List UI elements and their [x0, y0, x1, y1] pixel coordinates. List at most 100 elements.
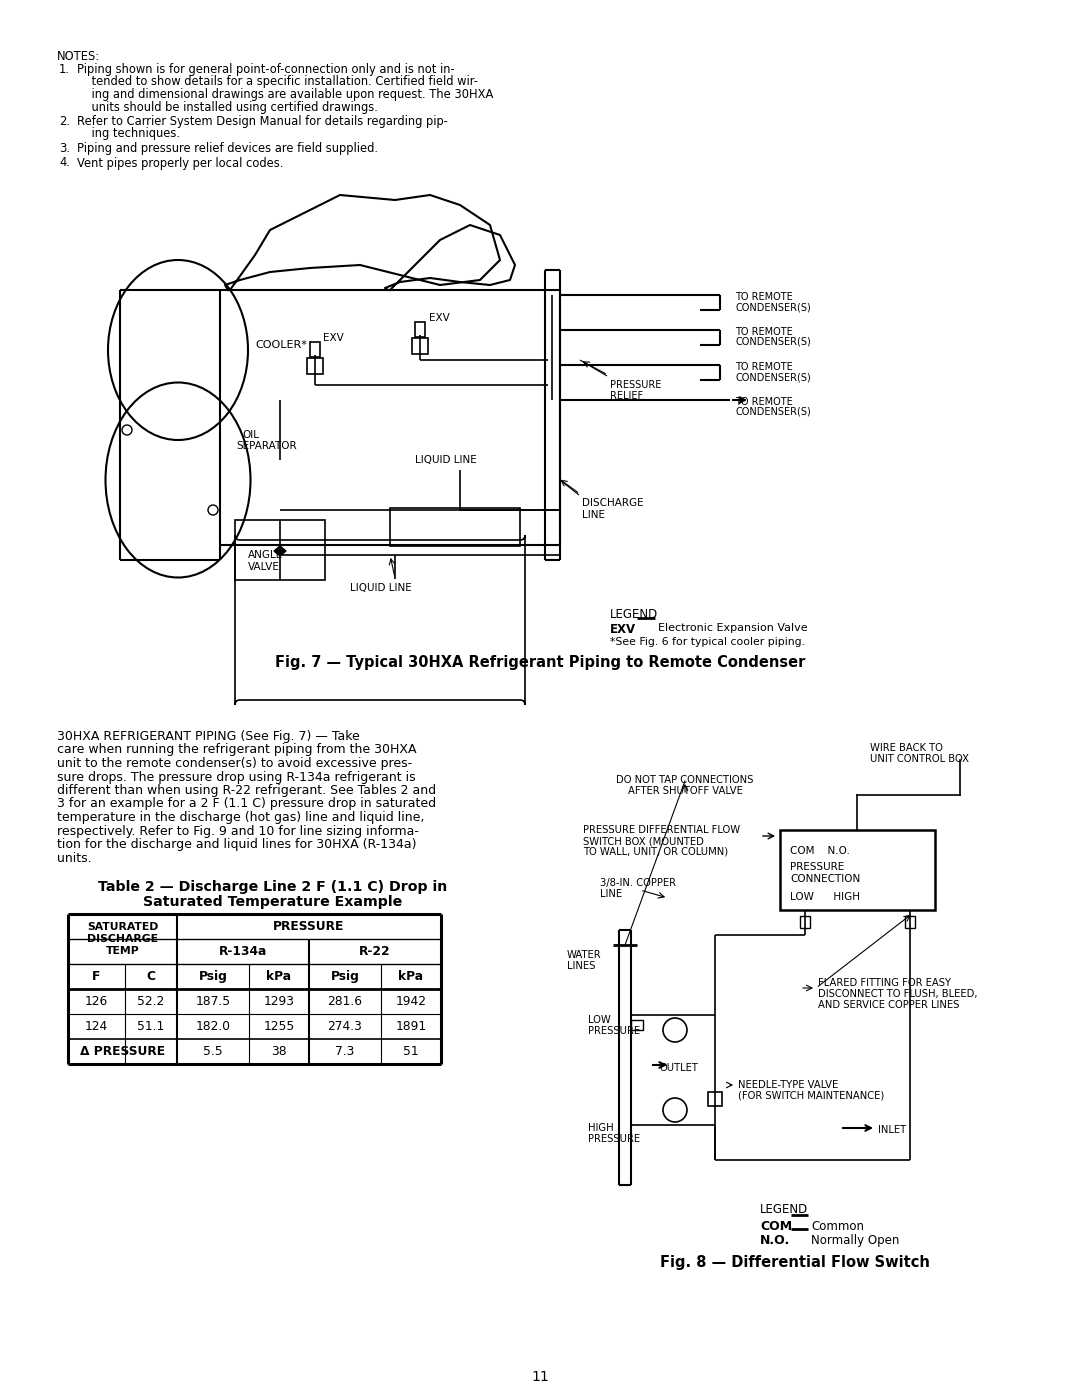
Text: 7.3: 7.3	[335, 1045, 354, 1058]
Text: Vent pipes properly per local codes.: Vent pipes properly per local codes.	[77, 156, 283, 169]
Bar	[411, 338, 428, 353]
Text: DO NOT TAP CONNECTIONS: DO NOT TAP CONNECTIONS	[617, 775, 754, 785]
Text: temperature in the discharge (hot gas) line and liquid line,: temperature in the discharge (hot gas) l…	[57, 812, 424, 824]
Text: 2.: 2.	[59, 115, 70, 129]
Bar	[905, 916, 915, 928]
Text: INLET: INLET	[878, 1125, 906, 1134]
Text: PRESSURE: PRESSURE	[273, 921, 345, 933]
Text: LINES: LINES	[567, 961, 595, 971]
Text: Common: Common	[811, 1220, 864, 1234]
Text: LINE: LINE	[600, 888, 622, 900]
Text: tion for the discharge and liquid lines for 30HXA (R-134a): tion for the discharge and liquid lines …	[57, 838, 417, 851]
Text: 1942: 1942	[395, 995, 427, 1009]
Text: LIQUID LINE: LIQUID LINE	[415, 455, 476, 465]
Text: PRESSURE: PRESSURE	[610, 380, 661, 390]
Text: LOW      HIGH: LOW HIGH	[789, 893, 860, 902]
Text: CONDENSER(S): CONDENSER(S)	[735, 407, 811, 416]
Text: Electronic Expansion Valve: Electronic Expansion Valve	[658, 623, 808, 633]
Text: PRESSURE DIFFERENTIAL FLOW: PRESSURE DIFFERENTIAL FLOW	[583, 826, 740, 835]
Text: Normally Open: Normally Open	[811, 1234, 900, 1248]
Text: FLARED FITTING FOR EASY: FLARED FITTING FOR EASY	[818, 978, 951, 988]
Text: NEEDLE-TYPE VALVE: NEEDLE-TYPE VALVE	[738, 1080, 838, 1090]
Text: LEGEND: LEGEND	[610, 608, 658, 622]
Text: TO REMOTE: TO REMOTE	[735, 397, 793, 407]
Text: PRESSURE: PRESSURE	[789, 862, 845, 872]
Text: 1293: 1293	[264, 995, 295, 1009]
Bar	[780, 830, 935, 909]
Text: 30HXA REFRIGERANT PIPING (See Fig. 7) — Take: 30HXA REFRIGERANT PIPING (See Fig. 7) — …	[57, 731, 360, 743]
Text: 51: 51	[403, 1045, 419, 1058]
Text: SWITCH BOX (MOUNTED: SWITCH BOX (MOUNTED	[583, 835, 704, 847]
Text: 52.2: 52.2	[137, 995, 164, 1009]
Text: Refer to Carrier System Design Manual for details regarding pip-: Refer to Carrier System Design Manual fo…	[77, 115, 448, 129]
Text: 274.3: 274.3	[327, 1020, 363, 1032]
Text: DISCHARGE: DISCHARGE	[582, 497, 644, 509]
Text: 1255: 1255	[264, 1020, 295, 1032]
Text: Δ PRESSURE: Δ PRESSURE	[80, 1045, 165, 1058]
Text: 3.: 3.	[59, 142, 70, 155]
Text: ing techniques.: ing techniques.	[77, 127, 180, 141]
Text: LOW: LOW	[588, 1016, 611, 1025]
Text: TO REMOTE: TO REMOTE	[735, 362, 793, 372]
Text: 4.: 4.	[59, 156, 70, 169]
Bar	[708, 1092, 723, 1106]
Text: COOLER*: COOLER*	[255, 339, 307, 351]
Text: Psig: Psig	[330, 970, 360, 983]
Text: 124: 124	[85, 1020, 108, 1032]
Bar	[631, 1020, 643, 1030]
Text: EXV: EXV	[610, 623, 636, 636]
Text: 3/8-IN. COPPER: 3/8-IN. COPPER	[600, 877, 676, 888]
Text: TO REMOTE: TO REMOTE	[735, 292, 793, 302]
Text: ANGLE: ANGLE	[248, 550, 283, 560]
Text: UNIT CONTROL BOX: UNIT CONTROL BOX	[870, 754, 969, 764]
Text: 3 for an example for a 2 F (1.1 C) pressure drop in saturated: 3 for an example for a 2 F (1.1 C) press…	[57, 798, 436, 810]
Bar	[235, 520, 325, 580]
Text: 281.6: 281.6	[327, 995, 363, 1009]
Text: HIGH: HIGH	[588, 1123, 613, 1133]
Text: Piping and pressure relief devices are field supplied.: Piping and pressure relief devices are f…	[77, 142, 378, 155]
Text: respectively. Refer to Fig. 9 and 10 for line sizing informa-: respectively. Refer to Fig. 9 and 10 for…	[57, 824, 419, 837]
Text: kPa: kPa	[399, 970, 423, 983]
Bar	[307, 358, 323, 374]
Text: sure drops. The pressure drop using R-134a refrigerant is: sure drops. The pressure drop using R-13…	[57, 771, 416, 784]
Text: Psig: Psig	[199, 970, 228, 983]
Text: EXV: EXV	[429, 313, 449, 323]
Text: CONDENSER(S): CONDENSER(S)	[735, 302, 811, 312]
Text: NOTES:: NOTES:	[57, 50, 100, 63]
Bar	[415, 321, 426, 337]
Text: LIQUID LINE: LIQUID LINE	[350, 583, 411, 592]
Text: 5.5: 5.5	[203, 1045, 222, 1058]
Text: WATER: WATER	[567, 950, 602, 960]
Text: SEPARATOR: SEPARATOR	[237, 441, 297, 451]
Text: LEGEND: LEGEND	[760, 1203, 808, 1215]
Text: COM: COM	[760, 1220, 792, 1234]
Text: care when running the refrigerant piping from the 30HXA: care when running the refrigerant piping…	[57, 743, 417, 757]
Text: OUTLET: OUTLET	[660, 1063, 699, 1073]
Bar	[310, 342, 320, 358]
Bar	[800, 916, 810, 928]
Text: unit to the remote condenser(s) to avoid excessive pres-: unit to the remote condenser(s) to avoid…	[57, 757, 413, 770]
Text: PRESSURE: PRESSURE	[588, 1025, 640, 1037]
Bar	[390, 509, 519, 546]
Text: Fig. 8 — Differential Flow Switch: Fig. 8 — Differential Flow Switch	[660, 1255, 930, 1270]
Text: tended to show details for a specific installation. Certified field wir-: tended to show details for a specific in…	[77, 75, 477, 88]
Text: TO REMOTE: TO REMOTE	[735, 327, 793, 337]
Text: 51.1: 51.1	[137, 1020, 164, 1032]
Text: Fig. 7 — Typical 30HXA Refrigerant Piping to Remote Condenser: Fig. 7 — Typical 30HXA Refrigerant Pipin…	[274, 655, 806, 671]
Text: F: F	[92, 970, 100, 983]
Text: 11: 11	[531, 1370, 549, 1384]
Text: CONDENSER(S): CONDENSER(S)	[735, 372, 811, 381]
Text: WIRE BACK TO: WIRE BACK TO	[870, 743, 943, 753]
Text: SATURATED
DISCHARGE
TEMP: SATURATED DISCHARGE TEMP	[86, 922, 158, 956]
Text: AFTER SHUTOFF VALVE: AFTER SHUTOFF VALVE	[627, 787, 742, 796]
Text: LINE: LINE	[582, 510, 605, 520]
Text: 126: 126	[85, 995, 108, 1009]
Text: Piping shown is for general point-of-connection only and is not in-: Piping shown is for general point-of-con…	[77, 63, 455, 75]
Text: units.: units.	[57, 852, 92, 865]
Text: R-134a: R-134a	[219, 944, 267, 958]
Text: 187.5: 187.5	[195, 995, 230, 1009]
Text: OIL: OIL	[242, 430, 259, 440]
Text: 182.0: 182.0	[195, 1020, 230, 1032]
Text: N.O.: N.O.	[760, 1234, 791, 1248]
Text: VALVE: VALVE	[248, 562, 280, 571]
